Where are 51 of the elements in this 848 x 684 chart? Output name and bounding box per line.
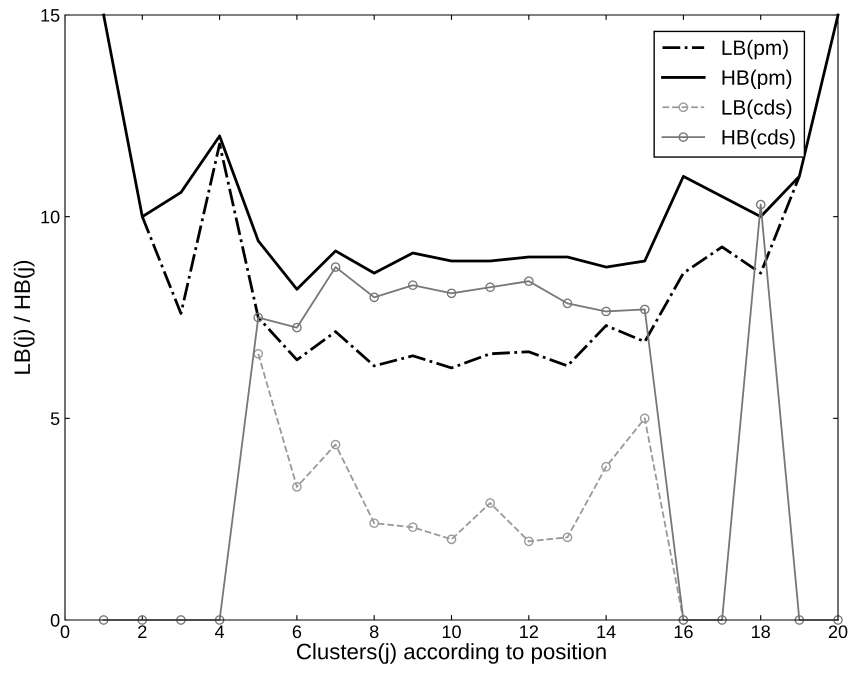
- point: [562, 298, 572, 308]
- point: [485, 498, 496, 508]
- x-tick-label: 20: [828, 625, 848, 638]
- x-tick-label: 12: [520, 625, 538, 638]
- legend-label: HB(pm): [722, 70, 792, 90]
- point: [601, 462, 611, 472]
- x-tick-label: 16: [674, 625, 693, 638]
- point: [446, 534, 456, 544]
- point: [369, 292, 380, 302]
- legend-label: LB(pm): [722, 40, 788, 60]
- x-tick-label: 4: [214, 626, 224, 638]
- x-tick-label: 6: [292, 625, 302, 638]
- y-tick-label: 0: [50, 614, 60, 627]
- x-tick-label: 14: [597, 626, 616, 638]
- point: [562, 532, 572, 542]
- point: [292, 482, 302, 492]
- point: [717, 615, 727, 625]
- point: [98, 615, 109, 625]
- point: [756, 200, 766, 210]
- point: [524, 276, 534, 286]
- y-tick-label: 15: [41, 9, 60, 22]
- x-tick-label: 8: [370, 625, 378, 638]
- point: [446, 288, 456, 298]
- y-tick-label: 5: [50, 412, 60, 426]
- point: [214, 615, 224, 625]
- point: [794, 615, 804, 625]
- point: [330, 440, 340, 450]
- point: [524, 536, 534, 546]
- point: [485, 282, 496, 292]
- point: [253, 348, 264, 359]
- point: [292, 322, 302, 332]
- point: [253, 312, 264, 322]
- point: [176, 615, 186, 625]
- y-axis-title: LB(j) / HB(j): [14, 260, 34, 374]
- point: [833, 615, 843, 625]
- point: [601, 306, 611, 316]
- point: [330, 262, 340, 272]
- legend-label: HB(cds): [722, 129, 795, 149]
- x-axis-title: Clusters(j) according to position: [297, 643, 606, 664]
- point: [137, 615, 148, 625]
- x-tick-label: 10: [442, 625, 461, 638]
- x-tick-label: 0: [60, 625, 70, 638]
- legend-label: LB(cds): [722, 99, 792, 119]
- y-tick-label: 10: [41, 210, 60, 224]
- point: [369, 518, 380, 528]
- x-tick-label: 2: [138, 625, 146, 638]
- point: [408, 522, 418, 532]
- point: [640, 304, 650, 314]
- point: [408, 280, 418, 290]
- x-tick-label: 18: [752, 625, 770, 638]
- point: [640, 413, 650, 424]
